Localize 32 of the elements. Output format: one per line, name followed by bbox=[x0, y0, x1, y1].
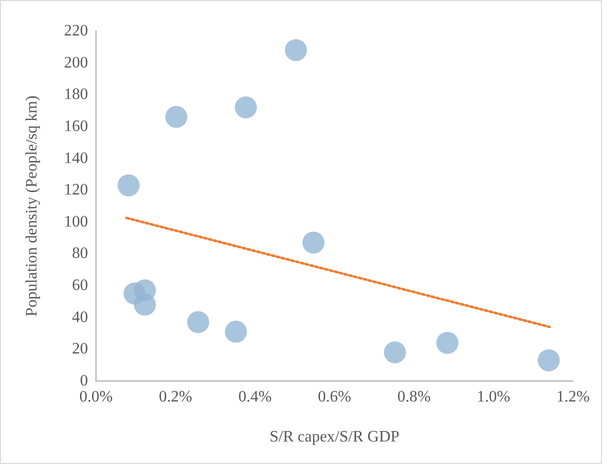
x-tick-label: 0.2% bbox=[158, 388, 192, 406]
point bbox=[118, 174, 140, 196]
y-tick-label: 220 bbox=[64, 22, 88, 40]
x-tick-label: 0.6% bbox=[318, 388, 352, 406]
x-tick-label: 1.2% bbox=[556, 388, 590, 406]
point bbox=[234, 96, 257, 118]
y-tick-label: 180 bbox=[64, 86, 88, 104]
y-tick-label: 20 bbox=[72, 340, 88, 358]
y-axis-title: Population density (People/sq km) bbox=[24, 96, 40, 316]
y-tick-label: 100 bbox=[64, 213, 88, 230]
y-tick-label: 200 bbox=[64, 54, 88, 72]
y-tick-label: 120 bbox=[64, 182, 88, 199]
x-tick-label: 0.0% bbox=[79, 388, 113, 406]
y-tick-label: 80 bbox=[72, 245, 88, 262]
y-tick-label: 40 bbox=[72, 308, 88, 326]
point bbox=[134, 294, 156, 316]
y-tick-label: 160 bbox=[64, 118, 88, 135]
y-tick-label: 0 bbox=[80, 372, 88, 390]
x-tick-label: 0.8% bbox=[397, 388, 431, 406]
y-tick-label: 60 bbox=[72, 277, 88, 294]
point bbox=[284, 39, 307, 62]
point bbox=[187, 311, 210, 334]
point bbox=[165, 106, 188, 128]
x-tick-label: 0.4% bbox=[238, 388, 272, 406]
y-tick-label: 140 bbox=[64, 150, 88, 167]
point bbox=[384, 341, 406, 364]
point bbox=[538, 349, 560, 372]
x-tick-label: 1.0% bbox=[476, 388, 510, 406]
point bbox=[224, 320, 247, 343]
point bbox=[436, 332, 458, 354]
point bbox=[302, 232, 324, 254]
x-axis-title: S/R capex/S/R GDP bbox=[270, 428, 400, 446]
